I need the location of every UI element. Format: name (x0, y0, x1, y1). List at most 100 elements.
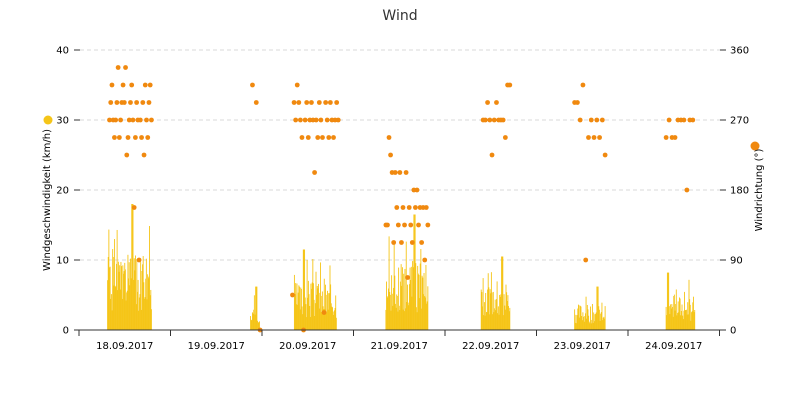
left-axis-ticks: 0 10 20 30 40 (56, 46, 80, 337)
direction-point (574, 100, 580, 105)
speed-bar (689, 299, 691, 330)
direction-point (309, 100, 314, 105)
direction-point (666, 117, 672, 123)
speed-bar (680, 311, 682, 330)
speed-bar (256, 286, 258, 330)
direction-point (312, 170, 317, 175)
speed-bar (142, 256, 144, 330)
speed-bar (335, 317, 337, 330)
speed-bar (421, 275, 423, 330)
speed-bar (331, 306, 333, 330)
speed-bar (138, 297, 140, 330)
direction-point (321, 310, 327, 315)
speed-bar (395, 307, 397, 330)
speed-bar (676, 315, 678, 330)
speed-bar (132, 204, 134, 330)
speed-bar (295, 283, 297, 330)
direction-point (121, 100, 127, 105)
direction-point (395, 222, 401, 228)
speed-bar (307, 280, 309, 330)
speed-bar (483, 302, 485, 330)
direction-point (507, 82, 513, 88)
speed-bar (491, 292, 493, 330)
speed-bar (424, 296, 426, 330)
speed-bar (668, 306, 670, 330)
speed-bar (584, 316, 586, 330)
direction-point (409, 240, 415, 245)
speed-bar (332, 311, 334, 330)
speed-bar (125, 300, 127, 330)
right-tick-label: 360 (730, 46, 749, 57)
speed-bar (419, 263, 421, 330)
speed-bar (302, 314, 304, 330)
speed-bar (121, 298, 123, 330)
speed-bar (389, 294, 391, 330)
speed-bar (306, 260, 308, 330)
speed-bar (407, 302, 409, 330)
direction-point (291, 100, 297, 105)
speed-bar (311, 288, 313, 330)
speed-bar (494, 308, 496, 330)
direction-point (408, 222, 414, 228)
direction-point (149, 117, 154, 123)
speed-bar (496, 281, 498, 330)
speed-bar (591, 319, 593, 330)
speed-bar (318, 308, 320, 330)
speed-bar (126, 290, 128, 330)
speed-bar (604, 306, 606, 330)
speed-bar (114, 285, 116, 330)
speed-bar (399, 310, 401, 330)
x-axis-ticks: 18.09.2017 19.09.2017 20.09.2017 21.09.2017… (78, 330, 720, 352)
speed-bar (690, 320, 692, 330)
speed-bar (677, 312, 679, 330)
direction-point (147, 82, 153, 88)
speed-bar (322, 306, 324, 330)
speed-bar (576, 315, 578, 330)
speed-bar (492, 314, 494, 330)
speed-bar (594, 314, 596, 330)
right-axis-title: Windrichtung (°) (754, 149, 765, 232)
direction-point (130, 117, 136, 123)
direction-point (602, 152, 608, 158)
speed-bar (112, 256, 114, 330)
direction-point (120, 82, 126, 88)
speed-bar (498, 314, 500, 330)
speed-bar (505, 284, 507, 330)
speed-bar (403, 311, 405, 330)
direction-point (124, 152, 130, 158)
speed-bar (410, 280, 412, 330)
speed-bar (149, 295, 151, 330)
direction-point (414, 187, 420, 193)
direction-legend-marker (750, 141, 760, 151)
speed-bar (137, 279, 139, 330)
speed-bar (668, 272, 670, 330)
speed-bar (142, 264, 143, 330)
direction-point (137, 117, 143, 123)
speed-bar (409, 267, 411, 330)
speed-bar (588, 321, 590, 330)
speed-bar (402, 309, 404, 330)
speed-bar (603, 316, 605, 330)
speed-bar (587, 309, 589, 330)
direction-point (313, 117, 319, 123)
speed-bar (422, 277, 424, 330)
speed-bar (600, 312, 602, 330)
speed-bar (386, 281, 387, 330)
speed-bar (110, 294, 112, 330)
speed-bar (591, 303, 593, 330)
speed-bar (148, 278, 150, 330)
left-tick-label: 10 (56, 256, 69, 267)
speed-bar (580, 306, 582, 330)
direction-point (315, 135, 321, 140)
direction-point (136, 257, 142, 263)
speed-bar (405, 308, 407, 330)
speed-bar (119, 289, 121, 330)
speed-bar (388, 236, 390, 330)
direction-point (663, 135, 669, 140)
speed-bar (250, 316, 252, 330)
direction-point (118, 117, 124, 123)
direction-point (597, 135, 602, 140)
speed-bar (141, 271, 143, 330)
direction-point (134, 100, 140, 105)
speed-bar (593, 312, 595, 330)
